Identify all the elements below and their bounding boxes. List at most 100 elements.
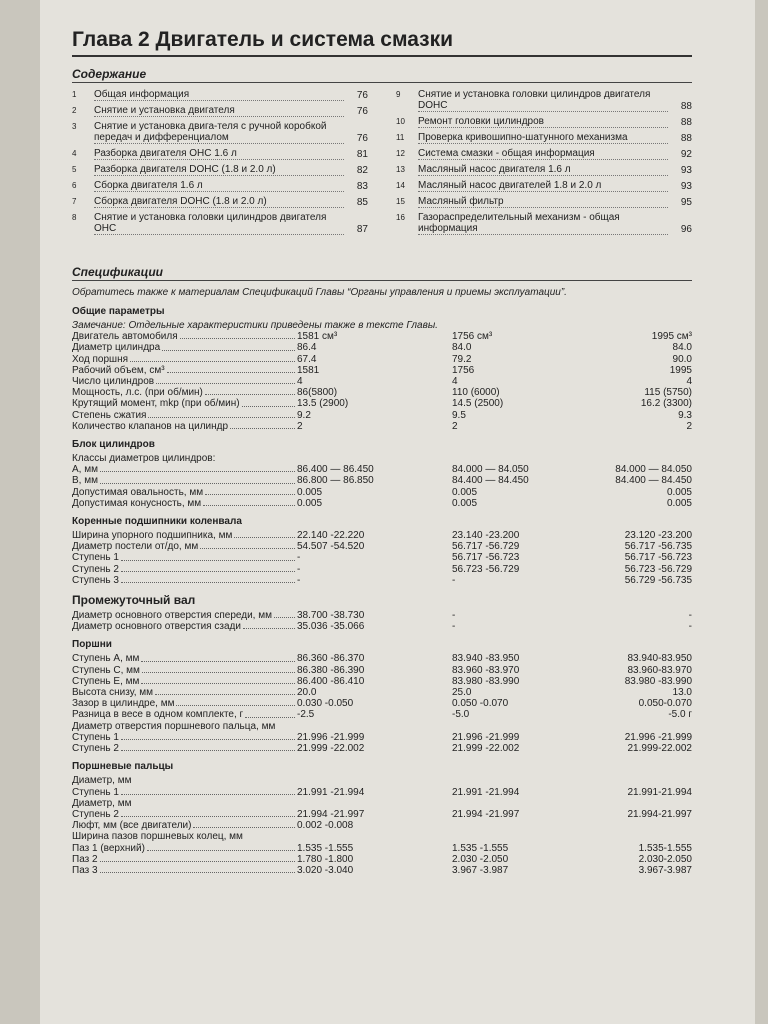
spec-value: 2.030-2.050 xyxy=(638,853,692,865)
toc-number: 4 xyxy=(72,149,77,158)
toc-number: 1 xyxy=(72,90,77,99)
spec-value: 21.991 -21.994 xyxy=(297,786,365,798)
toc-page: 81 xyxy=(356,149,368,160)
spec-row: Число цилиндров 4 4 4 xyxy=(72,376,692,387)
spec-row: Диаметр постели от/до, мм 54.507 -54.520 5… xyxy=(72,541,692,552)
spec-label: Ступень 2 xyxy=(72,808,119,820)
spec-value: 2 xyxy=(297,420,303,432)
spec-label-cell: Количество клапанов на цилиндр xyxy=(72,421,297,432)
toc-label: Проверка кривошипно-шатунного механизма xyxy=(418,132,668,144)
toc-page: 76 xyxy=(356,106,368,117)
spec-value: 86.380 -86.390 xyxy=(297,664,365,676)
spec-value: 83.940-83.950 xyxy=(627,653,692,665)
spec-value: - xyxy=(452,621,456,633)
toc-number: 14 xyxy=(396,181,405,190)
leader-dots xyxy=(193,820,295,829)
leader-dots xyxy=(273,610,295,619)
spec-row: Ширина упорного подшипника, мм 22.140 -22… xyxy=(72,530,692,541)
toc-page: 85 xyxy=(356,197,368,208)
spec-value: 21.991 -21.994 xyxy=(452,786,520,798)
spec-label: Допустимая конусность, мм xyxy=(72,497,202,509)
spec-value xyxy=(297,831,452,842)
toc-right: 9 Снятие и установка головки цилиндров дв… xyxy=(396,89,692,239)
toc-label: Разборка двигателя DOHC (1.8 и 2.0 л) xyxy=(94,164,344,176)
spec-value xyxy=(452,453,612,464)
spec-value: - xyxy=(452,574,456,586)
toc-number: 7 xyxy=(72,197,77,206)
spec-row: Люфт, мм (все двигатели) 0.002 -0.008 xyxy=(72,820,692,831)
spec-row: Диаметр, мм xyxy=(72,775,692,786)
spec-row: Ступень 1 21.991 -21.994 21.991 -21.994 21.… xyxy=(72,787,692,798)
leader-dots xyxy=(120,552,295,561)
leader-dots xyxy=(203,498,295,507)
spec-value: 1995 см³ xyxy=(651,331,692,343)
leader-dots xyxy=(241,398,295,407)
spec-label: Ступень Е, мм xyxy=(72,675,140,687)
spec-value xyxy=(297,721,452,732)
spec-value xyxy=(452,721,612,732)
toc-page: 95 xyxy=(680,197,692,208)
spec-label-cell: Ступень 1 xyxy=(72,787,297,798)
spec-value xyxy=(612,775,692,786)
spec-label-cell: Ширина упорного подшипника, мм xyxy=(72,530,297,541)
leader-dots xyxy=(242,621,295,630)
spec-value: 86.400 — 86.450 xyxy=(297,464,374,476)
spec-label: Зазор в цилиндре, мм xyxy=(72,698,175,710)
leader-dots xyxy=(245,709,295,718)
spec-label-cell: Высота снизу, мм xyxy=(72,687,297,698)
toc-page: 88 xyxy=(680,101,692,112)
spec-row: Ступень С, мм 86.380 -86.390 83.960 -83.97… xyxy=(72,665,692,676)
spec-value: - xyxy=(688,621,692,633)
chapter-title: Глава 2 Двигатель и система смазки xyxy=(72,28,692,57)
section-title: Коренные подшипники коленвала xyxy=(72,516,242,528)
spec-value: 4 xyxy=(297,376,303,388)
spec-value xyxy=(612,820,692,831)
spec-row: Диаметр цилиндра 86.4 84.0 84.0 xyxy=(72,342,692,353)
spec-row: Паз 3 3.020 -3.040 3.967 -3.987 3.967-3.987 xyxy=(72,865,692,876)
spec-row: Ступень А, мм 86.360 -86.370 83.940 -83.95… xyxy=(72,653,692,664)
toc-label: Масляный насос двигателей 1.8 и 2.0 л xyxy=(418,180,668,192)
spec-row: Ступень 1 21.996 -21.999 21.996 -21.999 21.… xyxy=(72,732,692,743)
spec-value: - xyxy=(297,552,301,564)
section-title: Промежуточный вал xyxy=(72,593,196,608)
spec-label: В, мм xyxy=(72,475,98,487)
toc-number: 16 xyxy=(396,213,405,222)
spec-label-cell: Ступень С, мм xyxy=(72,665,297,676)
spec-label-cell: Паз 3 xyxy=(72,865,297,876)
spec-row: Ход поршня 67.4 79.2 90.0 xyxy=(72,354,692,365)
spec-value: 4 xyxy=(686,376,692,388)
toc-page: 83 xyxy=(356,181,368,192)
toc-number: 13 xyxy=(396,165,405,174)
spec-value: 56.717 -56.729 xyxy=(452,541,520,553)
spec-value: 4 xyxy=(452,376,458,388)
spec-label: Двигатель автомобиля xyxy=(72,331,178,343)
toc-item: 7 Сборка двигателя DOHC (1.8 и 2.0 л) 85 xyxy=(72,196,368,208)
spec-value xyxy=(452,798,612,809)
spec-label-cell: Диаметр, мм xyxy=(72,775,297,786)
leader-dots xyxy=(130,354,295,362)
spec-value: 84.0 xyxy=(672,342,692,354)
leader-dots xyxy=(148,410,295,418)
toc-page: 93 xyxy=(680,181,692,192)
toc-number: 8 xyxy=(72,213,77,222)
toc-item: 11 Проверка кривошипно-шатунного механизм… xyxy=(396,132,692,144)
spec-value: 0.030 -0.050 xyxy=(297,698,354,710)
spec-label: Ступень С, мм xyxy=(72,664,140,676)
toc-label: Снятие и установка головки цилиндров дви… xyxy=(94,212,344,235)
spec-label: Ступень 1 xyxy=(72,786,119,798)
toc-number: 10 xyxy=(396,117,405,126)
leader-dots xyxy=(205,487,295,495)
spec-value: 21.996 -21.999 xyxy=(297,731,365,743)
leader-dots xyxy=(176,698,295,707)
spec-row: Диаметр основного отверстия сзади 35.036 … xyxy=(72,621,692,632)
spec-label-cell: Ступень Е, мм xyxy=(72,676,297,687)
spec-value: 16.2 (3300) xyxy=(640,398,692,410)
toc-heading: Содержание xyxy=(72,67,692,83)
leader-dots xyxy=(120,743,295,752)
spec-value: 54.507 -54.520 xyxy=(297,541,365,553)
leader-dots xyxy=(230,421,295,430)
spec-value: 3.967 -3.987 xyxy=(452,864,509,876)
spec-value: 0.005 xyxy=(666,497,692,509)
spec-value: 21.996 -21.999 xyxy=(624,731,692,743)
spec-value: 1756 см³ xyxy=(452,331,493,343)
